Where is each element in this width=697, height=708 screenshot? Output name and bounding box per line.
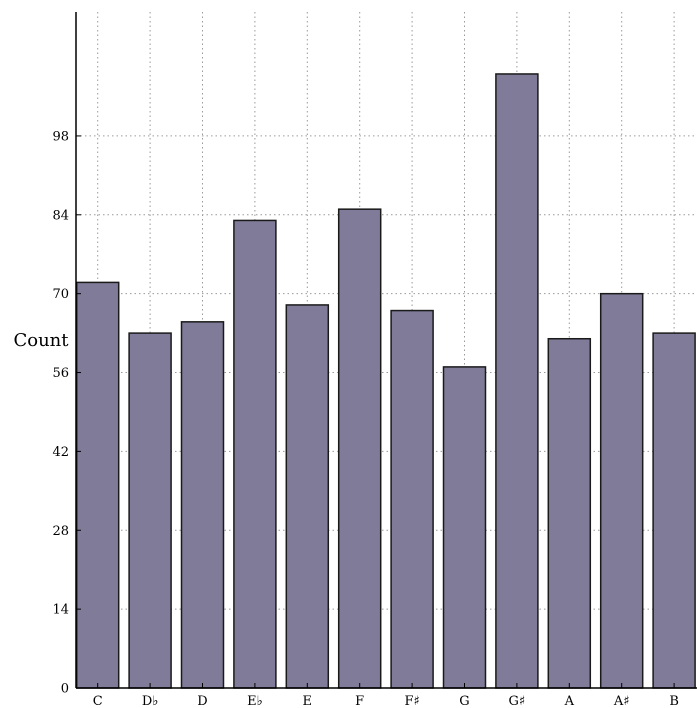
bar-4 [285, 304, 330, 689]
x-tick-label: G♯ [509, 694, 526, 708]
x-tick-label: E♭ [247, 694, 263, 708]
y-tick-label: 14 [52, 603, 69, 618]
x-tick-label: G [459, 694, 469, 708]
bars [75, 73, 696, 689]
bar-11 [652, 332, 696, 689]
y-axis-label: Count [13, 330, 69, 351]
x-axis-ticks: C D♭ D E♭ E F F♯ G G♯ A A♯ B [93, 683, 679, 708]
bar-6 [390, 309, 434, 689]
x-tick-label: D♭ [142, 694, 159, 708]
y-tick-label: 28 [52, 524, 69, 539]
bar-8 [495, 73, 539, 689]
bar-2 [180, 321, 225, 689]
y-tick-label: 0 [61, 682, 69, 697]
x-tick-label: F [355, 694, 364, 708]
y-tick-label: 56 [52, 366, 69, 381]
bar-10 [599, 292, 644, 689]
x-tick-label: A [564, 694, 575, 708]
y-tick-label: 84 [52, 208, 69, 223]
x-tick-label: E [303, 694, 313, 708]
y-tick-label: 42 [52, 445, 69, 460]
x-tick-label: D [197, 694, 207, 708]
y-tick-label: 98 [52, 129, 69, 144]
bar-1 [128, 332, 172, 689]
bar-9 [547, 337, 592, 689]
x-tick-label: A♯ [613, 694, 630, 708]
x-tick-label: C [93, 694, 103, 708]
y-tick-label: 70 [52, 287, 69, 302]
y-axis-ticks: 0 14 28 42 56 70 84 98 [52, 129, 81, 697]
bar-0 [75, 281, 120, 689]
bar-7 [442, 366, 487, 689]
bar-5 [337, 208, 382, 689]
x-tick-label: B [669, 694, 679, 708]
bar-3 [233, 219, 277, 689]
x-tick-label: F♯ [404, 694, 419, 708]
axes [75, 12, 697, 689]
